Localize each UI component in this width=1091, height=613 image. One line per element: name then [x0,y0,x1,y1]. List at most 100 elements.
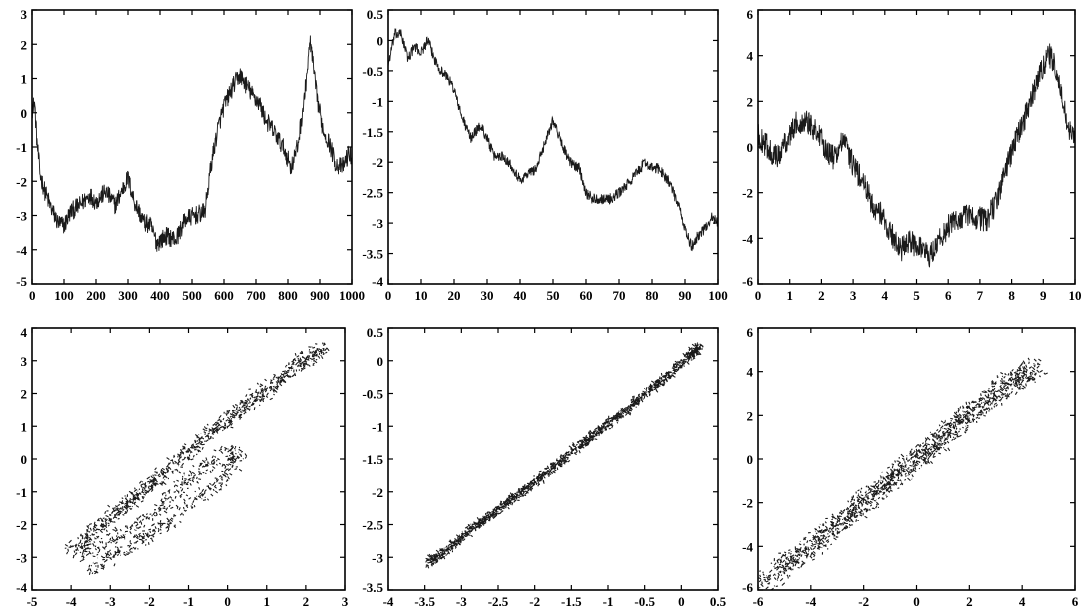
y-tick-label: -2.5 [362,518,383,533]
y-tick-label: -4 [742,539,753,554]
x-tick-label: 10 [415,288,428,303]
x-tick-label: 0 [385,288,392,303]
x-tick-label: 3 [342,594,349,609]
x-tick-label: 5 [913,288,920,303]
y-tick-label: -3 [16,550,27,565]
x-tick-label: -1 [603,594,614,609]
x-tick-label: 2 [818,288,825,303]
series-points [758,357,1048,590]
y-tick-label: -2.5 [362,186,383,201]
x-tick-label: -2 [144,594,155,609]
x-tick-label: 1 [264,594,271,609]
x-tick-label: 0 [755,288,762,303]
x-tick-label: 6 [1072,594,1079,609]
y-tick-label: -4 [16,243,27,258]
y-tick-label: -2 [372,485,383,500]
x-tick-label: 0 [29,288,36,303]
x-tick-label: 0 [913,594,920,609]
x-tick-label: 900 [310,288,330,303]
y-tick-label: -6 [742,580,753,595]
x-tick-label: 300 [118,288,138,303]
y-tick-label: 0 [377,354,384,369]
x-tick-label: 700 [246,288,266,303]
x-tick-label: -0.5 [634,594,655,609]
y-tick-label: 2 [747,94,754,109]
series-points [64,342,330,575]
y-tick-label: -0.5 [362,64,383,79]
x-tick-label: -1 [183,594,194,609]
y-tick-label: -1 [16,140,27,155]
plot-frame [31,9,353,285]
x-tick-label: 30 [481,288,494,303]
x-tick-label: 0.5 [710,594,727,609]
y-tick-label: -1 [372,419,383,434]
y-tick-label: -1.5 [362,452,383,467]
y-tick-label: -1 [372,94,383,109]
y-tick-label: -1 [16,485,27,500]
series-line [758,43,1075,268]
x-tick-label: 7 [977,288,984,303]
x-tick-label: -3 [105,594,116,609]
y-tick-label: -3 [16,209,27,224]
x-tick-label: 100 [54,288,74,303]
y-tick-label: 0 [21,452,28,467]
y-tick-label: 0.5 [367,7,384,22]
panel-top-left: 0 100 200 300 400 500 600 700 800 900 1000 -5 -4 -3 -2… [16,7,365,303]
x-tick-label: 50 [547,288,560,303]
x-tick-label: 3 [850,288,857,303]
x-tick-label: -3.5 [414,594,435,609]
y-tick-label: -6 [742,274,753,289]
y-tick-label: 6 [747,7,754,22]
x-tick-label: -4 [383,594,394,609]
series-points [425,342,704,569]
panel-bottom-right: -6 -4 -2 0 2 4 6 -6 -4 -2 0 2 4 6 [742,325,1079,609]
y-tick-label: 4 [747,365,754,380]
y-tick-label: -4 [16,580,27,595]
x-tick-label: 90 [679,288,692,303]
y-tick-label: 1 [21,419,28,434]
series-bottom-right [758,357,1048,590]
y-tick-label: -3.5 [362,247,383,262]
x-tick-label: 80 [646,288,659,303]
x-tick-label: 9 [1040,288,1047,303]
x-tick-label: -2 [858,594,869,609]
series-top-middle [388,28,718,252]
panel-top-right: 0 1 2 3 4 5 6 7 8 9 10 -6 -4 -2 0 2 4 6 [742,7,1081,303]
x-tick-label: 0 [224,594,231,609]
x-tick-label: 2 [966,594,973,609]
y-tick-label: -3 [372,550,383,565]
y-tick-label: -2 [16,174,27,189]
x-tick-label: 70 [613,288,626,303]
panel-bottom-middle: -4 -3.5 -3 -2.5 -2 -1.5 -1 -0.5 0 0.5-3.5-3-2.5-2… [362,325,726,609]
y-tick-label: 4 [747,49,754,64]
x-tick-label: 6 [945,288,952,303]
x-tick-label: -4 [66,594,77,609]
y-tick-label: -4 [372,274,383,289]
y-tick-label: 3 [21,7,28,22]
y-tick-label: 2 [21,37,28,52]
y-tick-label: 0 [377,33,384,48]
series-bottom-middle [425,342,704,569]
series-line [32,35,352,252]
y-tick-label: 0.5 [367,325,384,340]
y-tick-label: -0.5 [362,387,383,402]
x-tick-label: -6 [753,594,764,609]
x-tick-label: 200 [86,288,106,303]
x-tick-label: 60 [580,288,593,303]
x-tick-label: -5 [27,594,38,609]
x-tick-label: 40 [514,288,527,303]
x-tick-label: 8 [1008,288,1015,303]
y-tick-label: -4 [742,231,753,246]
y-tick-label: 0 [747,140,754,155]
x-tick-label: 10 [1069,288,1082,303]
x-tick-label: 4 [882,288,889,303]
x-tick-label: -2.5 [488,594,509,609]
panel-top-middle: 0 10 20 30 40 50 60 70 80 90 100 -4 -3.5 -3 -2.5 -2 -1.5… [362,7,727,303]
series-top-right [758,43,1075,268]
x-tick-label: -1.5 [561,594,582,609]
y-tick-label: 6 [747,325,754,340]
x-tick-label: 20 [448,288,461,303]
y-tick-label: 4 [21,325,28,340]
x-tick-label: 2 [303,594,310,609]
